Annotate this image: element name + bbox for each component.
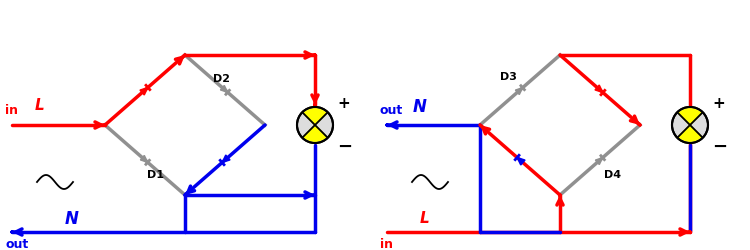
Text: L: L <box>420 211 430 226</box>
Text: out: out <box>5 238 28 250</box>
Polygon shape <box>517 158 525 165</box>
Text: −: − <box>337 138 352 156</box>
Text: +: + <box>712 96 724 110</box>
Circle shape <box>297 107 333 143</box>
Text: D3: D3 <box>500 72 517 82</box>
Polygon shape <box>140 88 148 95</box>
Polygon shape <box>595 85 603 92</box>
Wedge shape <box>304 125 326 141</box>
Text: N: N <box>65 210 79 228</box>
Text: in: in <box>380 238 393 250</box>
Wedge shape <box>679 109 701 125</box>
Polygon shape <box>140 156 148 162</box>
Circle shape <box>672 107 708 143</box>
Text: −: − <box>712 138 727 156</box>
Text: L: L <box>35 98 45 113</box>
Polygon shape <box>515 88 523 94</box>
Text: D2: D2 <box>213 74 230 84</box>
Wedge shape <box>304 109 326 125</box>
Text: D4: D4 <box>604 170 621 180</box>
Polygon shape <box>596 158 603 164</box>
Text: D1: D1 <box>147 170 164 180</box>
Wedge shape <box>679 125 701 141</box>
Polygon shape <box>220 86 228 92</box>
Text: out: out <box>380 104 404 117</box>
Polygon shape <box>222 155 230 162</box>
Text: in: in <box>5 104 18 117</box>
Text: +: + <box>337 96 350 110</box>
Text: N: N <box>413 98 427 116</box>
